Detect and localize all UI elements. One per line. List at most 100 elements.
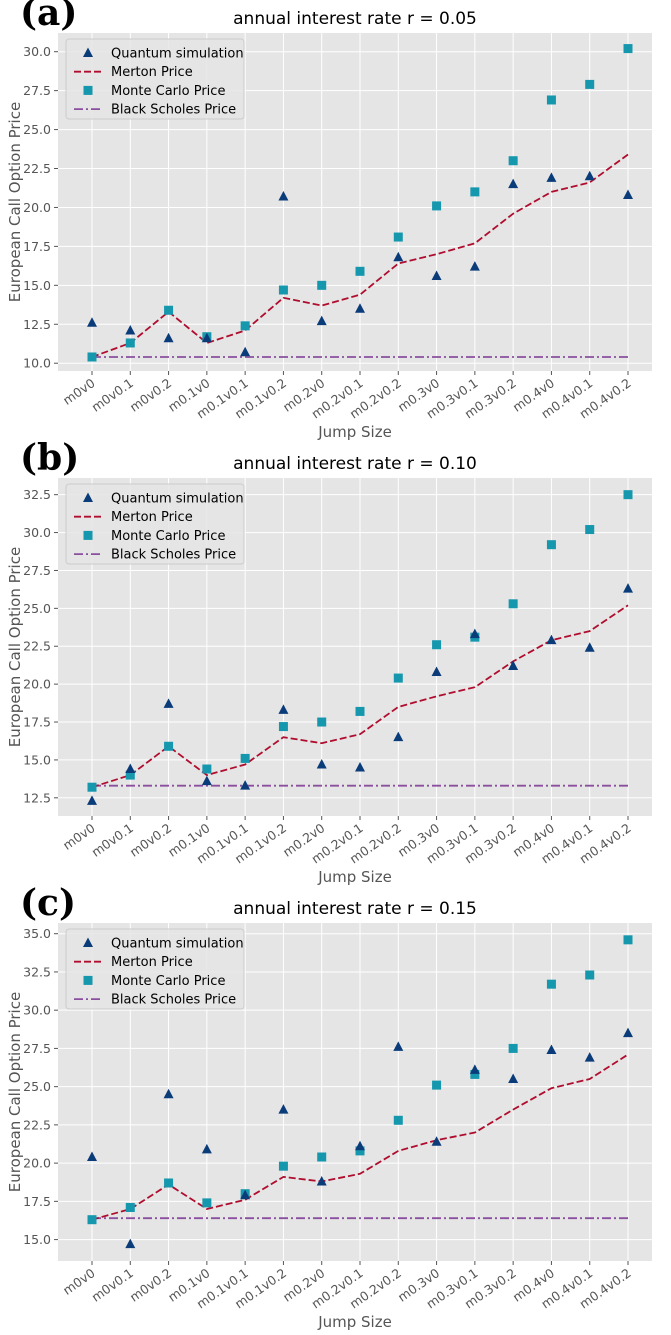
quantum-point — [125, 763, 136, 774]
monte-carlo-point — [393, 1115, 403, 1125]
panel-label: (b) — [20, 437, 79, 479]
chart-panel-1: (a) annual interest rate r = 0.05m0v0m0v0… — [6, 0, 652, 441]
monte-carlo-point — [240, 753, 250, 763]
monte-carlo-point — [164, 741, 174, 751]
x-tick-label: m0v0.2 — [127, 820, 174, 859]
y-tick-label: 30.0 — [23, 1003, 51, 1018]
monte-carlo-point — [508, 156, 518, 166]
x-tick-label: m0v0.2 — [127, 1265, 174, 1304]
quantum-point — [623, 189, 633, 199]
quantum-point — [584, 1052, 595, 1062]
chart-title: annual interest rate r = 0.05 — [233, 9, 477, 29]
x-axis-label: Jump Size — [317, 1313, 392, 1331]
legend-triangle-icon — [83, 492, 93, 502]
monte-carlo-point — [623, 935, 633, 945]
legend-label: Quantum simulation — [111, 937, 244, 952]
y-tick-label: 17.5 — [23, 715, 51, 730]
x-tick-label: m0v0.1 — [89, 820, 136, 859]
monte-carlo-point — [470, 1069, 480, 1079]
y-tick-label: 32.5 — [23, 487, 51, 502]
series-line-merton — [91, 153, 629, 358]
monte-carlo-point — [202, 764, 212, 774]
legend-label: Merton Price — [111, 65, 193, 80]
y-tick-label: 12.5 — [23, 317, 51, 332]
quantum-point — [87, 795, 97, 805]
monte-carlo-point — [432, 201, 442, 211]
monte-carlo-point — [164, 1178, 174, 1188]
y-tick-label: 35.0 — [23, 926, 51, 941]
quantum-point — [584, 642, 595, 652]
x-axis-label: Jump Size — [317, 868, 392, 886]
monte-carlo-point — [355, 1146, 365, 1156]
y-tick-label: 20.0 — [23, 200, 51, 215]
y-tick-label: 12.5 — [23, 790, 51, 805]
monte-carlo-point — [355, 266, 365, 276]
series-line-merton — [91, 604, 629, 789]
monte-carlo-point — [355, 706, 365, 716]
y-axis-label: European Call Option Price — [6, 547, 24, 747]
y-tick-label: 27.5 — [23, 83, 51, 98]
y-tick-label: 22.5 — [23, 1117, 51, 1132]
quantum-point — [623, 583, 633, 593]
monte-carlo-point — [393, 673, 403, 683]
monte-carlo-point — [317, 717, 327, 727]
y-tick-label: 30.0 — [23, 44, 51, 59]
y-tick-label: 15.0 — [23, 1232, 51, 1247]
x-tick-label: m0v0.1 — [89, 1265, 136, 1304]
y-tick-label: 22.5 — [23, 161, 51, 176]
quantum-point — [393, 251, 404, 262]
monte-carlo-point — [623, 44, 633, 54]
y-tick-label: 27.5 — [23, 1041, 51, 1056]
legend-label: Quantum simulation — [111, 492, 244, 507]
monte-carlo-point — [125, 338, 135, 348]
y-tick-label: 10.0 — [23, 356, 51, 371]
quantum-point — [546, 634, 557, 645]
monte-carlo-point — [125, 1202, 135, 1212]
chart-title: annual interest rate r = 0.15 — [233, 899, 477, 919]
y-tick-label: 15.0 — [23, 752, 51, 767]
y-tick-label: 32.5 — [23, 964, 51, 979]
monte-carlo-point — [393, 232, 403, 242]
quantum-point — [508, 1073, 519, 1083]
chart-title: annual interest rate r = 0.10 — [233, 454, 477, 474]
y-tick-label: 25.0 — [23, 601, 51, 616]
chart-panel-2: (b) annual interest rate r = 0.10m0v0m0v0… — [6, 437, 652, 886]
quantum-point — [431, 270, 442, 280]
monte-carlo-point — [432, 640, 442, 650]
y-axis-label: European Call Option Price — [6, 102, 24, 302]
legend-label: Black Scholes Price — [111, 548, 236, 563]
monte-carlo-point — [164, 305, 174, 315]
y-tick-label: 25.0 — [23, 1079, 51, 1094]
legend-label: Quantum simulation — [111, 47, 244, 62]
quantum-point — [469, 1064, 480, 1074]
legend-label: Monte Carlo Price — [111, 84, 225, 99]
legend-box — [65, 928, 245, 1010]
legend-label: Merton Price — [111, 510, 193, 525]
y-tick-label: 30.0 — [23, 525, 51, 540]
quantum-point — [431, 666, 442, 677]
quantum-point — [469, 261, 480, 271]
quantum-point — [393, 731, 404, 742]
legend-triangle-icon — [83, 47, 93, 57]
quantum-point — [584, 170, 595, 181]
monte-carlo-point — [508, 599, 518, 609]
quantum-point — [278, 1104, 289, 1114]
quantum-point — [87, 1151, 97, 1161]
monte-carlo-point — [585, 525, 595, 535]
monte-carlo-point — [546, 95, 556, 105]
quantum-point — [125, 1238, 136, 1249]
x-axis-label: Jump Size — [317, 423, 392, 441]
monte-carlo-point — [202, 1198, 212, 1208]
chart-panel-3: (c) annual interest rate r = 0.15m0v0m0v0… — [6, 882, 652, 1331]
legend-box — [65, 38, 245, 120]
quantum-point — [508, 660, 519, 670]
quantum-point — [316, 315, 327, 326]
monte-carlo-point — [87, 782, 97, 792]
y-tick-label: 20.0 — [23, 677, 51, 692]
panel-label: (a) — [20, 0, 77, 34]
quantum-point — [355, 1140, 365, 1151]
monte-carlo-point — [278, 285, 288, 295]
y-tick-label: 20.0 — [23, 1156, 51, 1171]
quantum-point — [546, 1044, 557, 1054]
quantum-point — [163, 1088, 174, 1099]
